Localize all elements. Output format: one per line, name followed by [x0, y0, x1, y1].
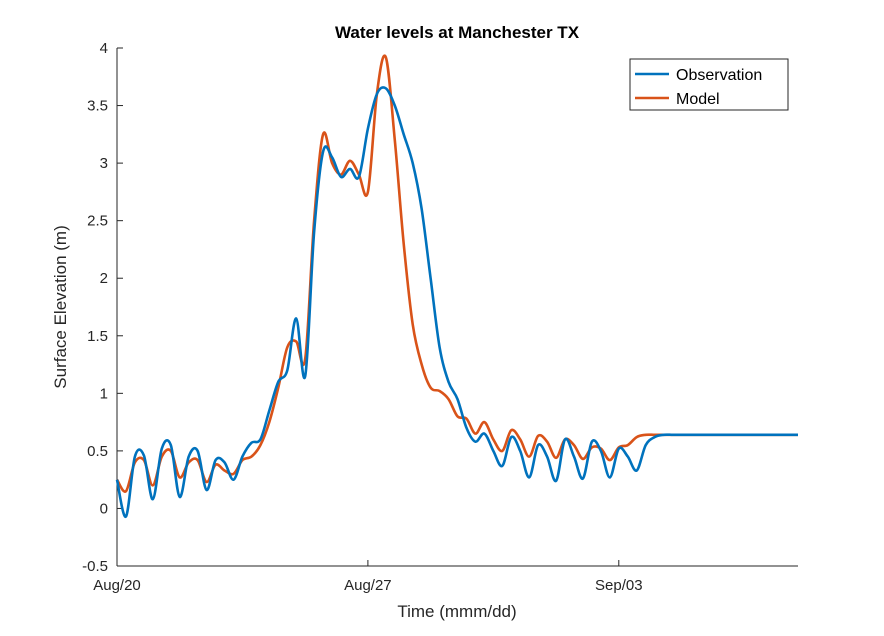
- x-tick-label: Sep/03: [595, 577, 643, 594]
- y-tick-label: 3.5: [87, 98, 108, 115]
- y-tick-label: 1.5: [87, 328, 108, 345]
- x-ticks: Aug/20 Aug/27 Sep/03: [93, 560, 643, 594]
- y-tick-label: 1: [100, 385, 108, 402]
- y-tick-label: 3: [100, 155, 108, 172]
- x-tick-label: Aug/27: [344, 577, 392, 594]
- y-tick-label: 4: [100, 40, 108, 57]
- y-tick-label: 2: [100, 270, 108, 287]
- y-axis-label: Surface Elevation (m): [51, 225, 70, 388]
- y-tick-label: -0.5: [82, 558, 108, 575]
- legend-box: [629, 58, 789, 111]
- y-ticks: -0.5 0 0.5 1 1.5 2 2.5 3 3.5 4: [82, 40, 123, 575]
- legend-label-model: Model: [676, 91, 720, 108]
- chart-title: Water levels at Manchester TX: [335, 23, 580, 42]
- legend-label-observation: Observation: [676, 67, 762, 84]
- y-tick-label: 0.5: [87, 443, 108, 460]
- x-tick-label: Aug/20: [93, 577, 141, 594]
- series-layer: [115, 54, 798, 518]
- legend: Observation Model: [629, 58, 789, 111]
- y-tick-label: 2.5: [87, 213, 108, 230]
- x-axis-label: Time (mmm/dd): [397, 602, 516, 621]
- y-tick-label: 0: [100, 500, 108, 517]
- plot-area: [116, 48, 798, 567]
- series-line-model: [115, 54, 798, 493]
- series-line-observation: [115, 86, 798, 518]
